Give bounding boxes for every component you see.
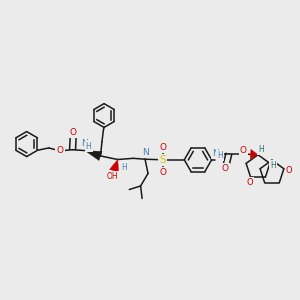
Text: N: N bbox=[142, 148, 148, 157]
Text: N: N bbox=[81, 139, 88, 148]
Text: N: N bbox=[212, 149, 219, 158]
Text: O: O bbox=[57, 146, 64, 155]
Text: O: O bbox=[222, 164, 229, 172]
Text: O: O bbox=[70, 128, 76, 137]
Text: H: H bbox=[258, 145, 264, 154]
Text: O: O bbox=[159, 143, 167, 152]
Text: S: S bbox=[160, 155, 166, 165]
Text: O: O bbox=[240, 146, 247, 155]
Text: H: H bbox=[86, 142, 92, 151]
Text: H: H bbox=[271, 161, 276, 170]
Text: OH: OH bbox=[107, 172, 118, 181]
Polygon shape bbox=[110, 160, 119, 172]
Text: H: H bbox=[217, 151, 223, 160]
Polygon shape bbox=[250, 149, 258, 159]
Polygon shape bbox=[85, 151, 102, 160]
Text: O: O bbox=[286, 166, 292, 175]
Text: H: H bbox=[122, 163, 127, 172]
Text: O: O bbox=[159, 168, 167, 177]
Text: O: O bbox=[247, 178, 253, 187]
